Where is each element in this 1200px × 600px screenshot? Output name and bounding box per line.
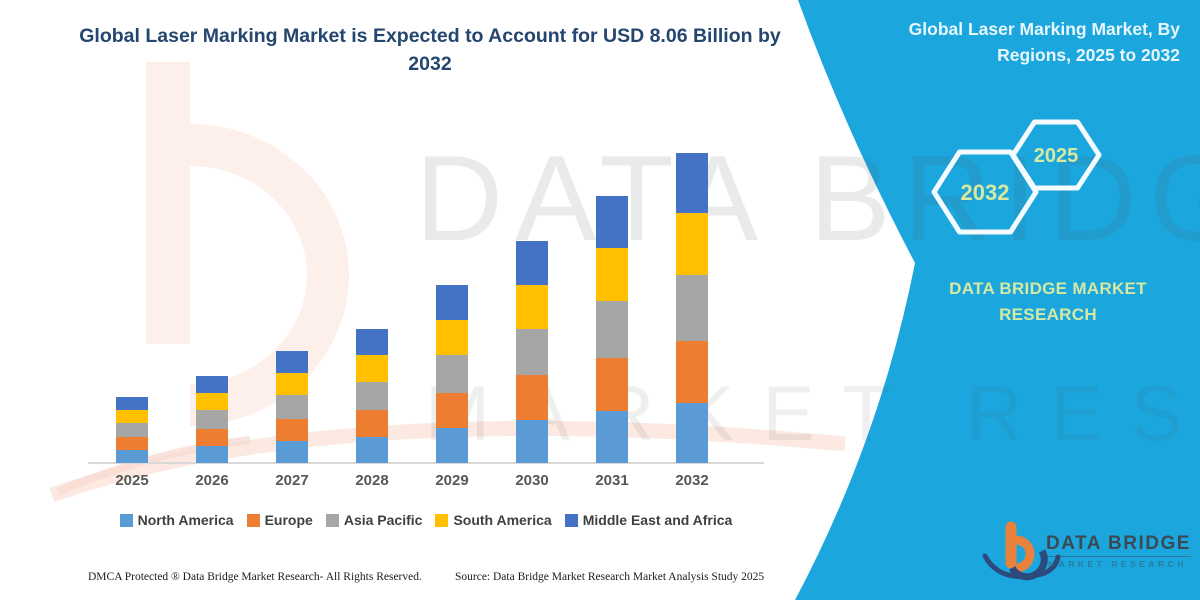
legend-item: Europe xyxy=(246,512,313,528)
bar-segment-south-america xyxy=(596,247,628,302)
bar-segment-middle-east-and-africa xyxy=(356,329,388,355)
cyan-side-panel xyxy=(795,0,1200,600)
legend-label: North America xyxy=(137,512,234,528)
side-panel-brand-line1: DATA BRIDGE MARKET xyxy=(949,279,1147,298)
footer-copyright: DMCA Protected ® Data Bridge Market Rese… xyxy=(88,571,422,583)
bar-segment-europe xyxy=(596,357,628,412)
bar-segment-south-america xyxy=(516,284,548,329)
bar-segment-north-america xyxy=(116,449,148,463)
legend-label: Europe xyxy=(264,512,313,528)
bar-segment-asia-pacific xyxy=(356,381,388,410)
bar-segment-asia-pacific xyxy=(676,275,708,341)
bar-segment-europe xyxy=(356,409,388,437)
bar-segment-europe xyxy=(516,375,548,420)
bar-2031 xyxy=(596,196,628,463)
bar-segment-middle-east-and-africa xyxy=(436,284,468,320)
bar-segment-europe xyxy=(116,436,148,450)
x-axis-label: 2031 xyxy=(595,472,629,489)
bar-segment-south-america xyxy=(196,393,228,411)
bar-segment-asia-pacific xyxy=(516,328,548,376)
x-axis-label: 2027 xyxy=(275,472,309,489)
bar-segment-middle-east-and-africa xyxy=(596,196,628,248)
databridge-logo-icon xyxy=(982,521,1061,581)
legend: North America Europe Asia Pacific South Ame… xyxy=(90,512,762,528)
bar-segment-middle-east-and-africa xyxy=(116,396,148,410)
bar-segment-north-america xyxy=(436,428,468,463)
legend-swatch-icon xyxy=(325,513,339,527)
chart-title-line2: 2032 xyxy=(408,53,452,76)
bar-segment-europe xyxy=(276,418,308,442)
x-axis-label: 2025 xyxy=(115,472,149,489)
bar-segment-asia-pacific xyxy=(276,395,308,419)
legend-swatch-icon xyxy=(435,513,449,527)
bar-segment-north-america xyxy=(276,441,308,463)
bar-2030 xyxy=(516,241,548,463)
bar-segment-north-america xyxy=(356,436,388,463)
side-panel-title: Global Laser Marking Market, By Regions,… xyxy=(850,16,1180,69)
legend-item: South America xyxy=(435,512,552,528)
x-axis-label: 2029 xyxy=(435,472,469,489)
bar-2025 xyxy=(116,396,148,463)
chart-title-line1: Global Laser Marking Market is Expected … xyxy=(79,25,781,47)
bar-segment-europe xyxy=(676,340,708,403)
bar-segment-north-america xyxy=(596,411,628,463)
legend-label: Asia Pacific xyxy=(343,512,423,528)
footer-source: Source: Data Bridge Market Research Mark… xyxy=(455,571,765,583)
bar-segment-asia-pacific xyxy=(436,355,468,393)
bar-2028 xyxy=(356,329,388,463)
bar-segment-asia-pacific xyxy=(196,410,228,429)
bar-segment-europe xyxy=(436,392,468,429)
bar-2029 xyxy=(436,284,468,463)
hexagon-2032-icon xyxy=(931,149,1039,235)
x-axis-line xyxy=(88,462,764,464)
x-axis-label: 2026 xyxy=(195,472,229,489)
bar-segment-south-america xyxy=(676,213,708,276)
legend-label: Middle East and Africa xyxy=(582,512,733,528)
hexagon-2032-label: 2032 xyxy=(961,180,1010,205)
legend-item: North America xyxy=(119,512,234,528)
hexagon-2025-label: 2025 xyxy=(1034,145,1079,167)
legend-swatch-icon xyxy=(119,513,133,527)
legend-item: Asia Pacific xyxy=(325,512,423,528)
bar-segment-south-america xyxy=(116,409,148,424)
chart-title: Global Laser Marking Market is Expected … xyxy=(75,22,785,79)
x-axis-label: 2032 xyxy=(675,472,709,489)
bar-segment-north-america xyxy=(516,419,548,463)
bar-2032 xyxy=(676,153,708,463)
bar-segment-south-america xyxy=(276,373,308,396)
bar-segment-south-america xyxy=(356,354,388,382)
side-panel-brand: DATA BRIDGE MARKET RESEARCH xyxy=(920,276,1176,329)
bar-segment-asia-pacific xyxy=(116,423,148,437)
side-panel-title-line2: Regions, 2025 to 2032 xyxy=(997,45,1180,66)
legend-swatch-icon xyxy=(246,513,260,527)
legend-item: Middle East and Africa xyxy=(564,512,733,528)
legend-swatch-icon xyxy=(564,513,578,527)
bar-segment-middle-east-and-africa xyxy=(516,241,548,285)
bar-segment-north-america xyxy=(196,446,228,463)
bar-segment-south-america xyxy=(436,319,468,356)
x-axis-label: 2028 xyxy=(355,472,389,489)
side-panel-brand-line2: RESEARCH xyxy=(999,305,1097,325)
bar-segment-asia-pacific xyxy=(596,301,628,358)
logo-name: DATA BRIDGE xyxy=(1046,533,1191,557)
bar-segment-middle-east-and-africa xyxy=(676,153,708,214)
bar-segment-middle-east-and-africa xyxy=(276,351,308,374)
logo-subtitle: MARKET RESEARCH xyxy=(1048,559,1187,569)
x-axis-label: 2030 xyxy=(515,472,549,489)
bar-2027 xyxy=(276,351,308,463)
bar-segment-europe xyxy=(196,428,228,447)
bar-segment-middle-east-and-africa xyxy=(196,376,228,394)
databridge-logo-watermark-icon xyxy=(49,62,846,503)
bar-2026 xyxy=(196,376,228,463)
hexagon-2025-icon xyxy=(1010,119,1102,191)
bar-segment-north-america xyxy=(676,402,708,463)
legend-label: South America xyxy=(453,512,552,528)
side-panel-title-line1: Global Laser Marking Market, By xyxy=(908,19,1180,39)
